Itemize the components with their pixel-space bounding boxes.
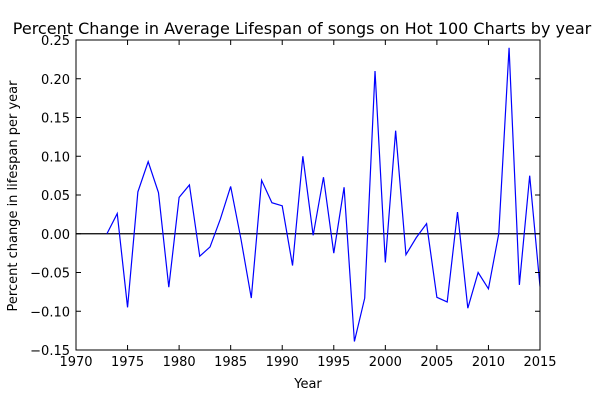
- x-tick-label: 1990: [266, 355, 299, 370]
- series-line: [106, 47, 541, 342]
- x-tick-label: 1975: [111, 355, 144, 370]
- y-tick-label: 0.10: [41, 150, 70, 165]
- y-tick-label: 0.25: [41, 34, 70, 49]
- y-tick-label: 0.05: [41, 189, 70, 204]
- x-tick-label: 1985: [214, 355, 247, 370]
- y-tick-label: −0.05: [30, 267, 70, 282]
- x-tick-label: 1995: [317, 355, 350, 370]
- y-axis-label: Percent change in lifespan per year: [6, 80, 21, 312]
- x-tick-label: 2000: [369, 355, 402, 370]
- plot-area: [76, 47, 541, 342]
- y-tick-label: 0.15: [41, 112, 70, 127]
- x-tick-label: 1980: [163, 355, 196, 370]
- y-tick-label: −0.10: [30, 305, 70, 320]
- x-tick-label: 1970: [59, 355, 92, 370]
- x-tick-label: 2015: [523, 355, 556, 370]
- x-tick-label: 2005: [420, 355, 453, 370]
- chart-title: Percent Change in Average Lifespan of so…: [13, 19, 592, 38]
- y-tick-label: −0.15: [30, 344, 70, 359]
- y-tick-label: 0.00: [41, 228, 70, 243]
- y-tick-label: 0.20: [41, 73, 70, 88]
- x-tick-label: 2010: [472, 355, 505, 370]
- x-axis-label: Year: [293, 377, 322, 392]
